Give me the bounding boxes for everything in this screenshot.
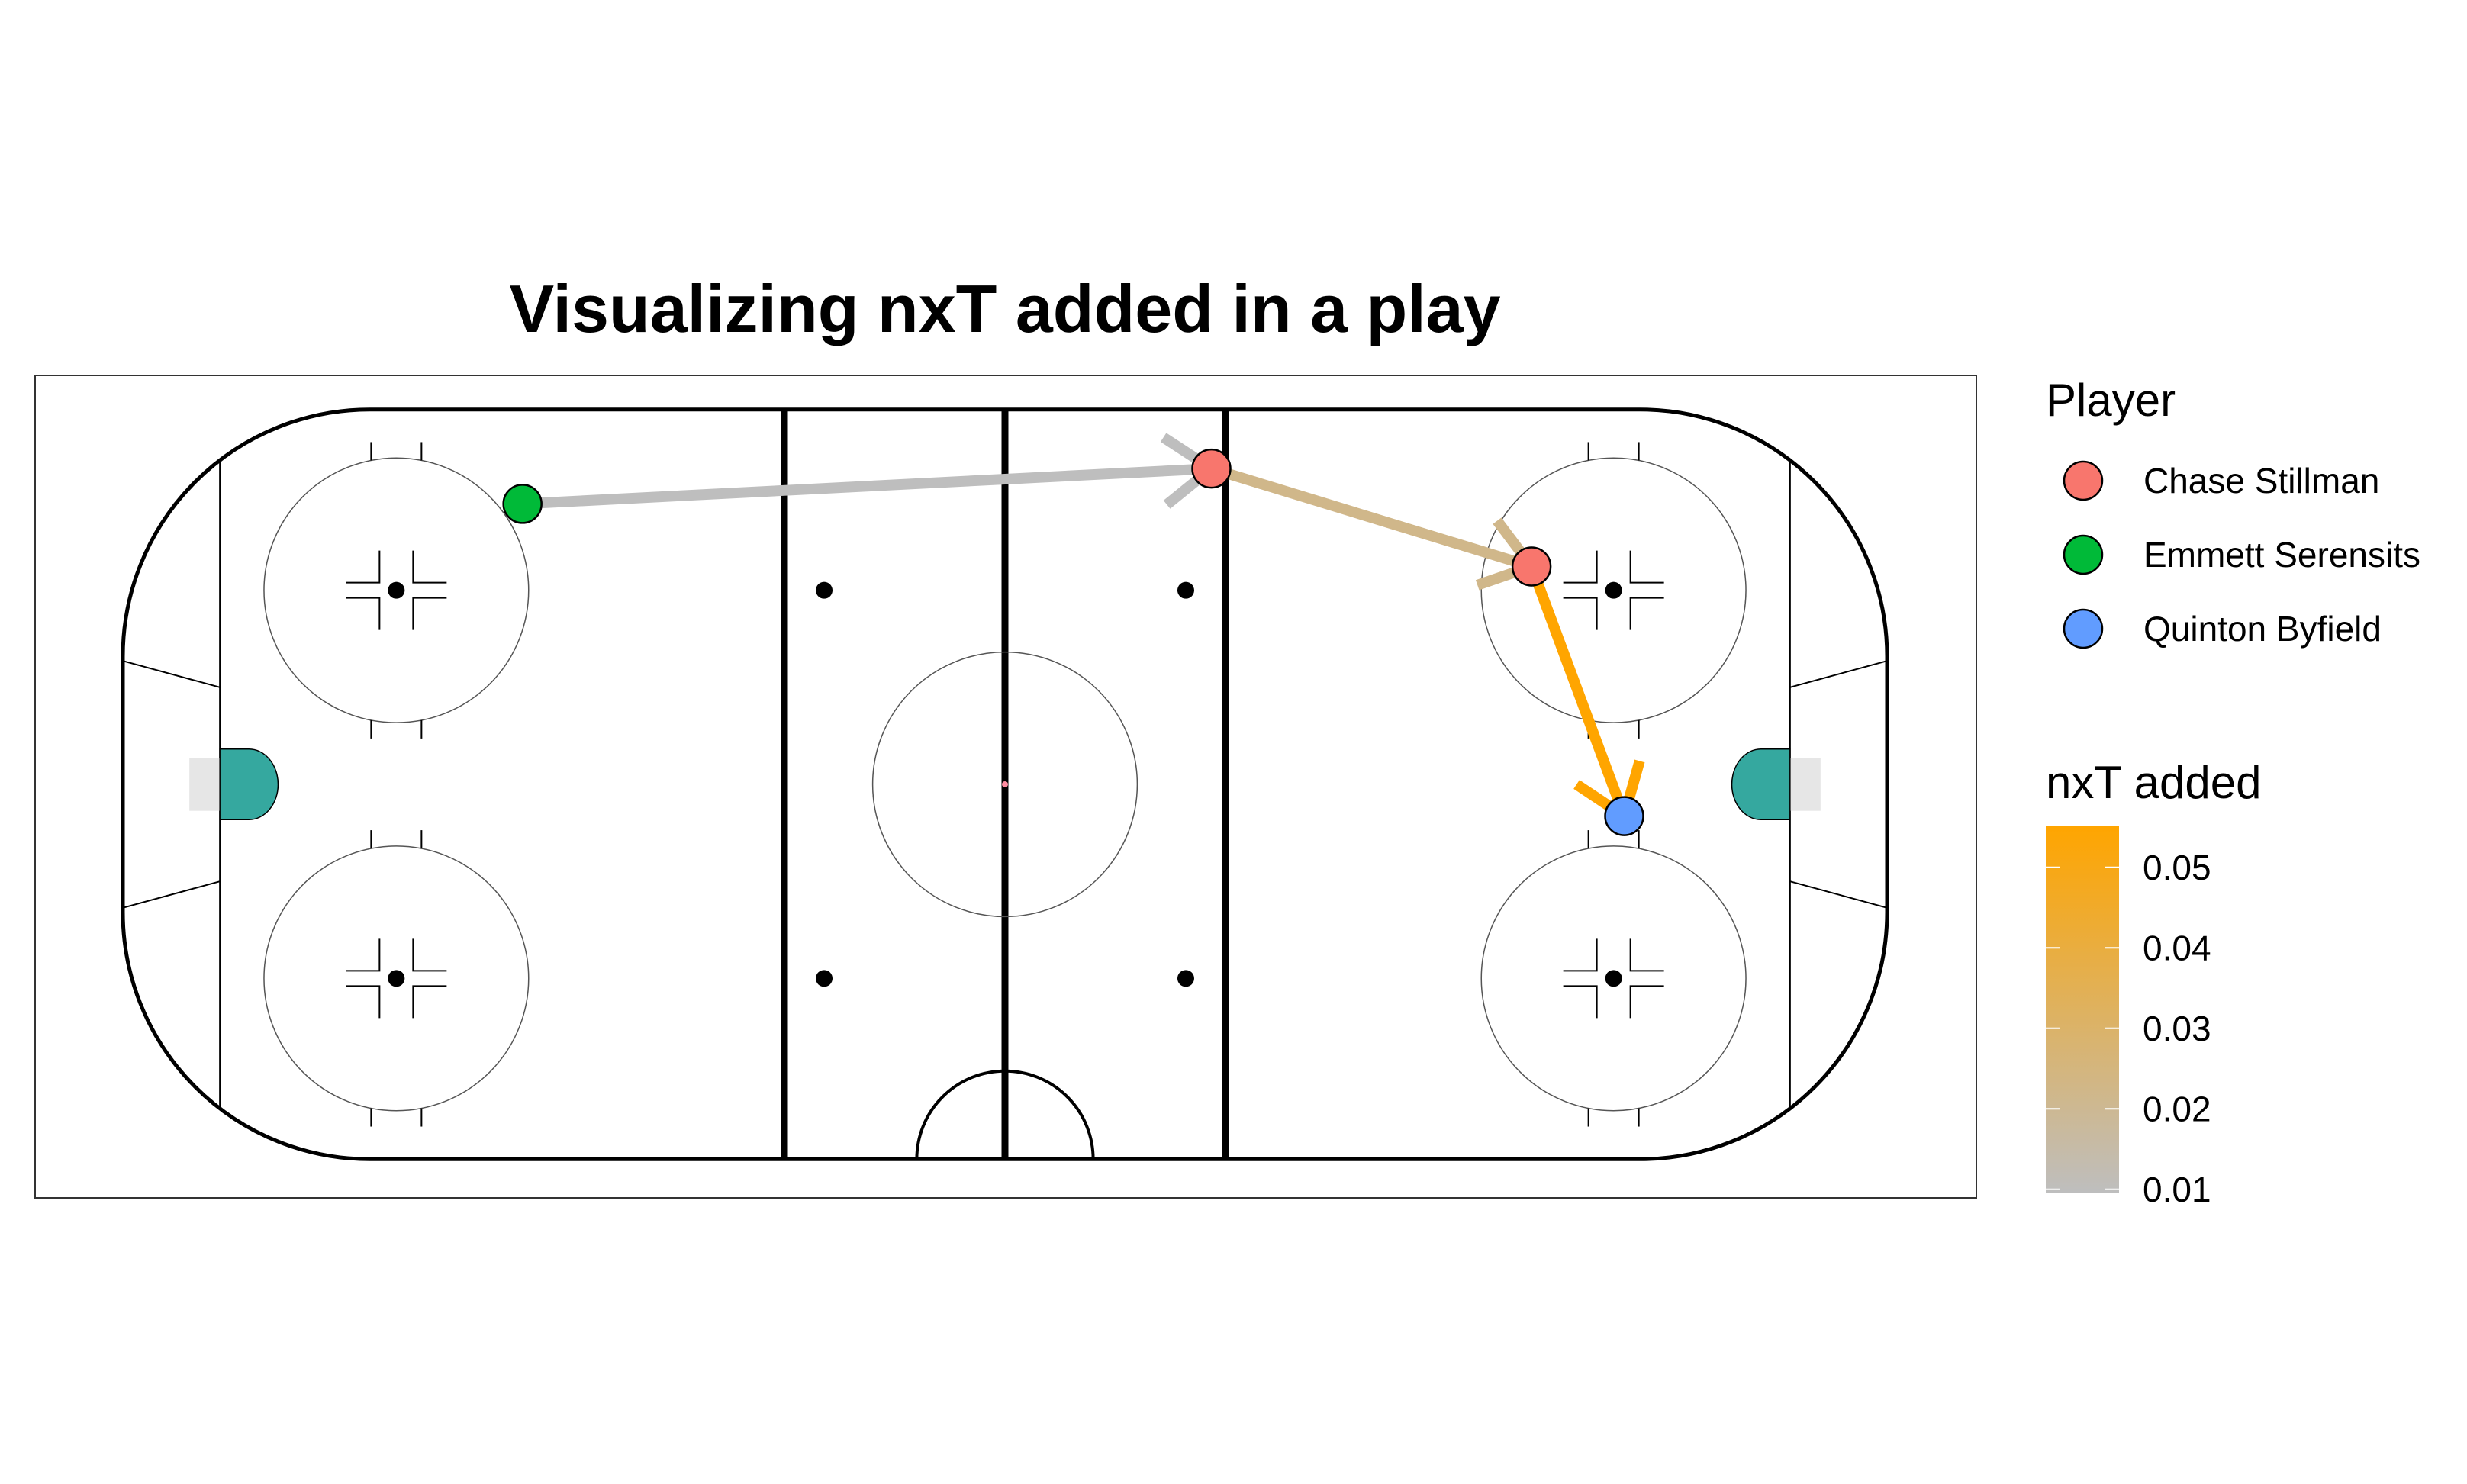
faceoff-marker xyxy=(412,985,447,1019)
nxt-tick-label: 0.02 xyxy=(2143,1089,2211,1128)
faceoff-marker xyxy=(1629,597,1664,630)
faceoff-circle xyxy=(263,457,530,723)
nxt-tick-label: 0.01 xyxy=(2143,1170,2211,1209)
faceoff-marker xyxy=(412,938,447,972)
nxt-colorbar-ticks xyxy=(2046,866,2119,1190)
trapezoid-line xyxy=(1789,880,1888,909)
legend-label-chase-stillman: Chase Stillman xyxy=(2143,461,2379,501)
goal-net xyxy=(1789,758,1821,811)
pass-line xyxy=(1526,565,1630,819)
player-legend-title: Player xyxy=(2046,375,2176,426)
faceoff-marker xyxy=(412,550,447,584)
legend-key-quinton-byfield xyxy=(2063,608,2104,649)
rink-boards xyxy=(121,407,1889,1161)
hockey-rink xyxy=(121,407,1889,1161)
goal-net xyxy=(189,758,221,811)
faceoff-marker xyxy=(1563,985,1598,1019)
center-dot xyxy=(1002,781,1008,787)
legend-label-quinton-byfield: Quinton Byfield xyxy=(2143,609,2382,649)
faceoff-dot xyxy=(1177,581,1194,599)
player-point xyxy=(1604,796,1644,836)
faceoff-circle xyxy=(1480,457,1747,723)
faceoff-marker xyxy=(346,597,381,630)
faceoff-dot xyxy=(1605,970,1622,987)
goal-crease xyxy=(1731,748,1791,820)
faceoff-marker xyxy=(346,550,381,584)
pass-line xyxy=(1209,463,1534,572)
nxt-tick-label: 0.05 xyxy=(2143,848,2211,887)
faceoff-circle xyxy=(1480,845,1747,1112)
faceoff-circle xyxy=(263,845,530,1112)
faceoff-marker xyxy=(1629,550,1664,584)
legend-key-emmett-serensits xyxy=(2063,534,2104,575)
player-point xyxy=(1191,448,1232,489)
referee-crease xyxy=(915,1069,1095,1160)
faceoff-marker xyxy=(1629,985,1664,1019)
goal-crease xyxy=(219,748,279,820)
chart-title: Visualizing nxT added in a play xyxy=(509,271,1501,346)
trapezoid-line xyxy=(122,660,221,688)
faceoff-dot xyxy=(1177,970,1194,987)
faceoff-marker xyxy=(346,938,381,972)
player-points xyxy=(502,448,1644,836)
pass-line xyxy=(522,463,1212,510)
faceoff-dot xyxy=(816,970,833,987)
faceoff-dot xyxy=(388,581,405,599)
faceoff-marker xyxy=(1563,550,1598,584)
faceoff-marker xyxy=(1563,597,1598,630)
center-circle xyxy=(871,651,1138,918)
legend-key-chase-stillman xyxy=(2063,460,2104,501)
faceoff-dot xyxy=(1605,581,1622,599)
legend-entry-quinton-byfield: Quinton Byfield xyxy=(2063,608,2382,649)
legend-entry-chase-stillman: Chase Stillman xyxy=(2063,460,2379,501)
player-point xyxy=(1511,546,1552,587)
nxt-tick-label: 0.04 xyxy=(2143,928,2211,967)
player-point xyxy=(502,484,543,524)
legend-entry-emmett-serensits: Emmett Serensits xyxy=(2063,534,2420,575)
faceoff-dot xyxy=(816,581,833,599)
faceoff-dot xyxy=(388,970,405,987)
nxt-tick-label: 0.03 xyxy=(2143,1009,2211,1048)
faceoff-marker xyxy=(1563,938,1598,972)
nxt-colorbar xyxy=(2046,826,2119,1193)
player-legend: Player Chase Stillman Emmett Serensits Q… xyxy=(2046,375,2420,649)
nxt-legend-title: nxT added xyxy=(2046,757,2261,808)
faceoff-marker xyxy=(346,985,381,1019)
trapezoid-line xyxy=(122,880,221,909)
faceoff-marker xyxy=(412,597,447,630)
legend-label-emmett-serensits: Emmett Serensits xyxy=(2143,535,2420,575)
trapezoid-line xyxy=(1789,660,1888,688)
nxt-legend: nxT added 0.05 0.04 0.03 0.02 0.01 xyxy=(2046,757,2261,1209)
faceoff-marker xyxy=(1629,938,1664,972)
